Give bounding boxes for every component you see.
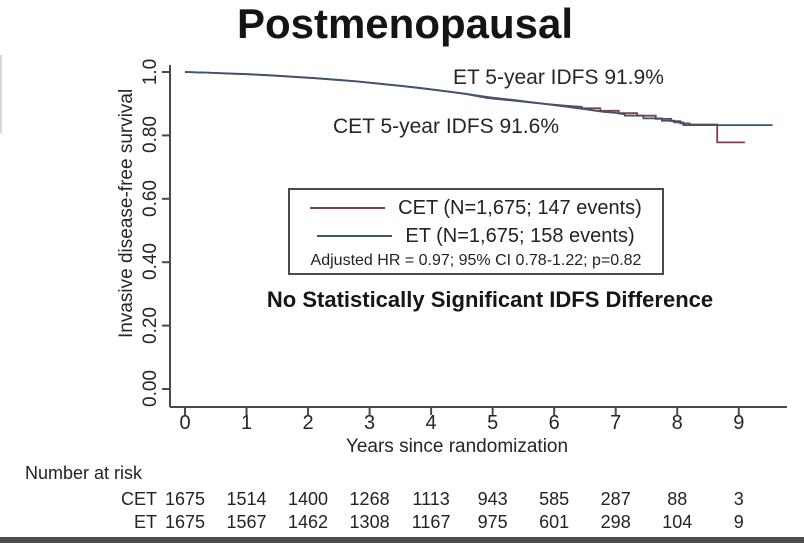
risk-count: 9 bbox=[733, 512, 744, 532]
risk-count: 1567 bbox=[226, 512, 267, 532]
risk-count: 585 bbox=[539, 489, 570, 509]
et-line-swatch bbox=[317, 235, 393, 237]
legend-box: CET (N=1,675; 147 events) ET (N=1,675; 1… bbox=[288, 188, 664, 275]
risk-count: 943 bbox=[477, 489, 508, 509]
risk-row-label-cet: CET bbox=[121, 489, 157, 509]
risk-count: 1113 bbox=[412, 489, 450, 509]
risk-count: 1167 bbox=[411, 512, 451, 532]
x-tick-label: 3 bbox=[364, 412, 376, 434]
risk-count: 975 bbox=[477, 512, 508, 532]
y-tick-label: 0.40 bbox=[140, 243, 161, 281]
cet-line-swatch bbox=[310, 207, 386, 209]
significance-note: No Statistically Significant IDFS Differ… bbox=[266, 287, 714, 312]
x-tick-label: 6 bbox=[548, 412, 560, 434]
left-edge-artifact bbox=[0, 55, 2, 133]
legend-row-et: ET (N=1,675; 158 events) bbox=[317, 222, 635, 250]
y-tick-label: 0.00 bbox=[140, 370, 161, 407]
risk-row-label-et: ET bbox=[133, 512, 157, 532]
x-tick-label: 4 bbox=[425, 412, 437, 434]
x-tick-label: 7 bbox=[610, 412, 622, 434]
annotation-et-5yr-idfs: ET 5-year IDFS 91.9% bbox=[453, 66, 664, 89]
y-tick-label: 0.20 bbox=[140, 306, 161, 344]
risk-count: 287 bbox=[600, 489, 631, 509]
x-tick-label: 2 bbox=[302, 412, 314, 434]
et-survival-curve bbox=[184, 71, 773, 126]
risk-count: 1514 bbox=[226, 489, 267, 509]
risk-count: 1400 bbox=[288, 489, 329, 509]
legend-label-et: ET (N=1,675; 158 events) bbox=[405, 224, 635, 247]
chart-title: Postmenopausal bbox=[236, 0, 574, 47]
legend-row-cet: CET (N=1,675; 147 events) bbox=[310, 194, 642, 222]
legend-hr-stats: Adjusted HR = 0.97; 95% CI 0.78-1.22; p=… bbox=[310, 252, 642, 269]
risk-count: 1462 bbox=[288, 512, 329, 532]
risk-count: 1675 bbox=[164, 489, 206, 509]
risk-count: 104 bbox=[662, 512, 693, 532]
y-tick-label: 0.60 bbox=[140, 179, 161, 217]
risk-count: 3 bbox=[733, 489, 744, 509]
y-tick-label: 0.80 bbox=[140, 116, 161, 154]
risk-count: 88 bbox=[667, 489, 688, 509]
annotation-cet-5yr-idfs: CET 5-year IDFS 91.6% bbox=[333, 115, 560, 138]
risk-count: 1675 bbox=[164, 512, 206, 532]
risk-count: 601 bbox=[539, 512, 570, 532]
x-tick-label: 9 bbox=[733, 412, 745, 434]
risk-count: 1308 bbox=[349, 512, 390, 532]
x-tick-label: 8 bbox=[671, 412, 683, 434]
x-tick-label: 0 bbox=[179, 412, 191, 434]
risk-count: 1268 bbox=[349, 489, 390, 509]
x-tick-label: 1 bbox=[240, 412, 253, 434]
number-at-risk-heading: Number at risk bbox=[25, 463, 143, 483]
bottom-border-bar bbox=[0, 537, 804, 543]
x-tick-label: 5 bbox=[487, 412, 499, 434]
x-axis-label: Years since randomization bbox=[345, 436, 569, 457]
risk-count: 298 bbox=[600, 512, 631, 532]
legend-label-cet: CET (N=1,675; 147 events) bbox=[398, 196, 642, 219]
y-tick-label: 1.0 bbox=[140, 58, 161, 86]
